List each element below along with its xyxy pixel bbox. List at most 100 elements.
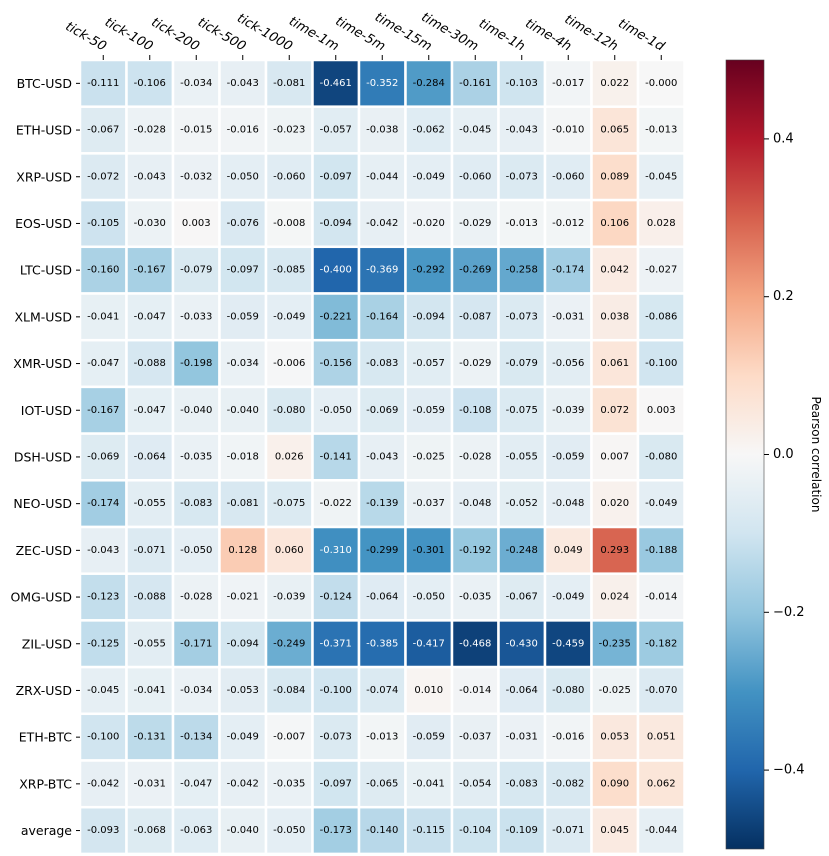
cell-value-label: -0.188 (645, 545, 677, 556)
heatmap-cell-dsh-usd-time-4h (543, 432, 593, 482)
cell-value-label: 0.022 (600, 78, 629, 89)
cell-value-label: -0.016 (227, 125, 259, 136)
row-label-omg-usd: OMG-USD (10, 590, 72, 605)
cell-value-label: -0.031 (552, 311, 584, 322)
row-label-dsh-usd: DSH-USD (14, 449, 72, 464)
cell-value-label: -0.100 (645, 358, 677, 369)
cell-value-label: -0.094 (227, 638, 259, 649)
cell-value-label: -0.249 (273, 638, 305, 649)
cell-value-label: 0.003 (182, 218, 211, 229)
row-label-ltc-usd: LTC-USD (20, 263, 72, 278)
cell-value-label: -0.093 (87, 825, 119, 836)
cell-value-label: -0.235 (599, 638, 631, 649)
heatmap-cell-iot-usd-tick-1000 (264, 385, 314, 435)
cell-value-label: -0.084 (273, 685, 305, 696)
cell-value-label: 0.026 (275, 451, 304, 462)
cell-value-label: -0.174 (552, 265, 584, 276)
cell-value-label: -0.164 (366, 311, 398, 322)
cell-value-label: 0.042 (600, 265, 629, 276)
heatmap-cell-average-tick-200 (171, 805, 221, 856)
cell-value-label: -0.057 (413, 358, 445, 369)
row-label-eth-btc: ETH-BTC (19, 730, 72, 745)
cell-value-label: -0.065 (366, 778, 398, 789)
heatmap-cell-xrp-btc-time-4h (543, 759, 593, 809)
cell-value-label: 0.089 (600, 171, 629, 182)
heatmap-cell-eth-btc-time-12h (590, 712, 640, 762)
cell-value-label: -0.025 (413, 451, 445, 462)
cell-value-label: -0.080 (552, 685, 584, 696)
cell-value-label: -0.057 (320, 125, 352, 136)
cell-value-label: -0.094 (413, 311, 445, 322)
heatmap-cell-eos-usd-time-5m (357, 198, 407, 249)
cell-value-label: -0.013 (366, 732, 398, 743)
cell-value-label: -0.042 (227, 778, 259, 789)
cell-value-label: -0.037 (459, 732, 491, 743)
heatmap-cell-neo-usd-time-1h (497, 479, 547, 529)
cell-value-label: -0.301 (413, 545, 445, 556)
cell-value-label: -0.047 (87, 358, 119, 369)
cell-value-label: -0.083 (180, 498, 212, 509)
cell-value-label: -0.081 (227, 498, 259, 509)
cell-value-label: -0.430 (506, 638, 538, 649)
cell-value-label: -0.072 (87, 171, 119, 182)
cell-value-label: -0.030 (134, 218, 166, 229)
heatmap-cell-dsh-usd-time-12h (590, 432, 640, 482)
cell-value-label: -0.038 (366, 125, 398, 136)
cell-value-label: -0.050 (273, 825, 305, 836)
heatmap-cell-zec-usd-tick-100 (125, 525, 175, 575)
heatmap-cell-xrp-btc-time-12h (590, 759, 640, 809)
colorbar-tick-label: −0.4 (773, 763, 805, 778)
heatmap-cell-xmr-usd-tick-50 (78, 338, 128, 389)
heatmap-cell-xlm-usd-tick-50 (78, 292, 128, 342)
cell-value-label: -0.134 (180, 732, 212, 743)
cell-value-label: -0.062 (413, 125, 445, 136)
cell-value-label: -0.105 (87, 218, 119, 229)
cell-value-label: -0.067 (87, 125, 119, 136)
cell-value-label: -0.109 (506, 825, 538, 836)
cell-value-label: -0.059 (227, 311, 259, 322)
cell-value-label: -0.352 (366, 78, 398, 89)
heatmap-cell-eth-usd-tick-200 (171, 105, 221, 155)
heatmap-cell-iot-usd-time-5m (357, 385, 407, 435)
cell-value-label: -0.369 (366, 265, 398, 276)
heatmap-cell-eth-btc-time-1d (636, 712, 686, 762)
cell-value-label: -0.028 (134, 125, 166, 136)
cell-value-label: -0.075 (506, 405, 538, 416)
column-label-time-1m: time-1m (286, 14, 341, 54)
heatmap-cell-neo-usd-tick-200 (171, 479, 221, 529)
cell-value-label: -0.100 (320, 685, 352, 696)
cell-value-label: 0.061 (600, 358, 629, 369)
cell-value-label: -0.100 (87, 732, 119, 743)
cell-value-label: -0.269 (459, 265, 491, 276)
cell-value-label: -0.123 (87, 592, 119, 603)
cell-value-label: -0.299 (366, 545, 398, 556)
heatmap-cell-neo-usd-tick-1000 (264, 479, 314, 529)
cell-value-label: -0.021 (227, 592, 259, 603)
cell-value-label: -0.108 (459, 405, 491, 416)
cell-value-label: -0.060 (552, 171, 584, 182)
cell-value-label: -0.079 (180, 265, 212, 276)
cell-value-label: -0.468 (459, 638, 491, 649)
cell-value-label: -0.043 (227, 78, 259, 89)
cell-value-label: -0.074 (366, 685, 398, 696)
cell-value-label: -0.049 (645, 498, 677, 509)
cell-value-label: -0.082 (552, 778, 584, 789)
cell-value-label: -0.087 (459, 311, 491, 322)
cell-value-label: -0.056 (552, 358, 584, 369)
cell-value-label: -0.140 (366, 825, 398, 836)
cell-value-label: -0.052 (506, 498, 538, 509)
cell-value-label: -0.049 (552, 592, 584, 603)
cell-value-label: -0.044 (366, 171, 398, 182)
cell-value-label: -0.035 (180, 451, 212, 462)
cell-value-label: -0.028 (459, 451, 491, 462)
cell-value-label: -0.022 (320, 498, 352, 509)
heatmap-cell-zec-usd-tick-50 (78, 525, 128, 575)
cell-value-label: 0.128 (228, 545, 257, 556)
heatmap-cell-average-time-4h (543, 805, 593, 856)
cell-value-label: -0.041 (413, 778, 445, 789)
heatmap-cell-neo-usd-time-30m (450, 479, 500, 529)
heatmap-cell-xmr-usd-time-1d (636, 338, 686, 389)
cell-value-label: -0.083 (366, 358, 398, 369)
cell-value-label: -0.115 (413, 825, 445, 836)
